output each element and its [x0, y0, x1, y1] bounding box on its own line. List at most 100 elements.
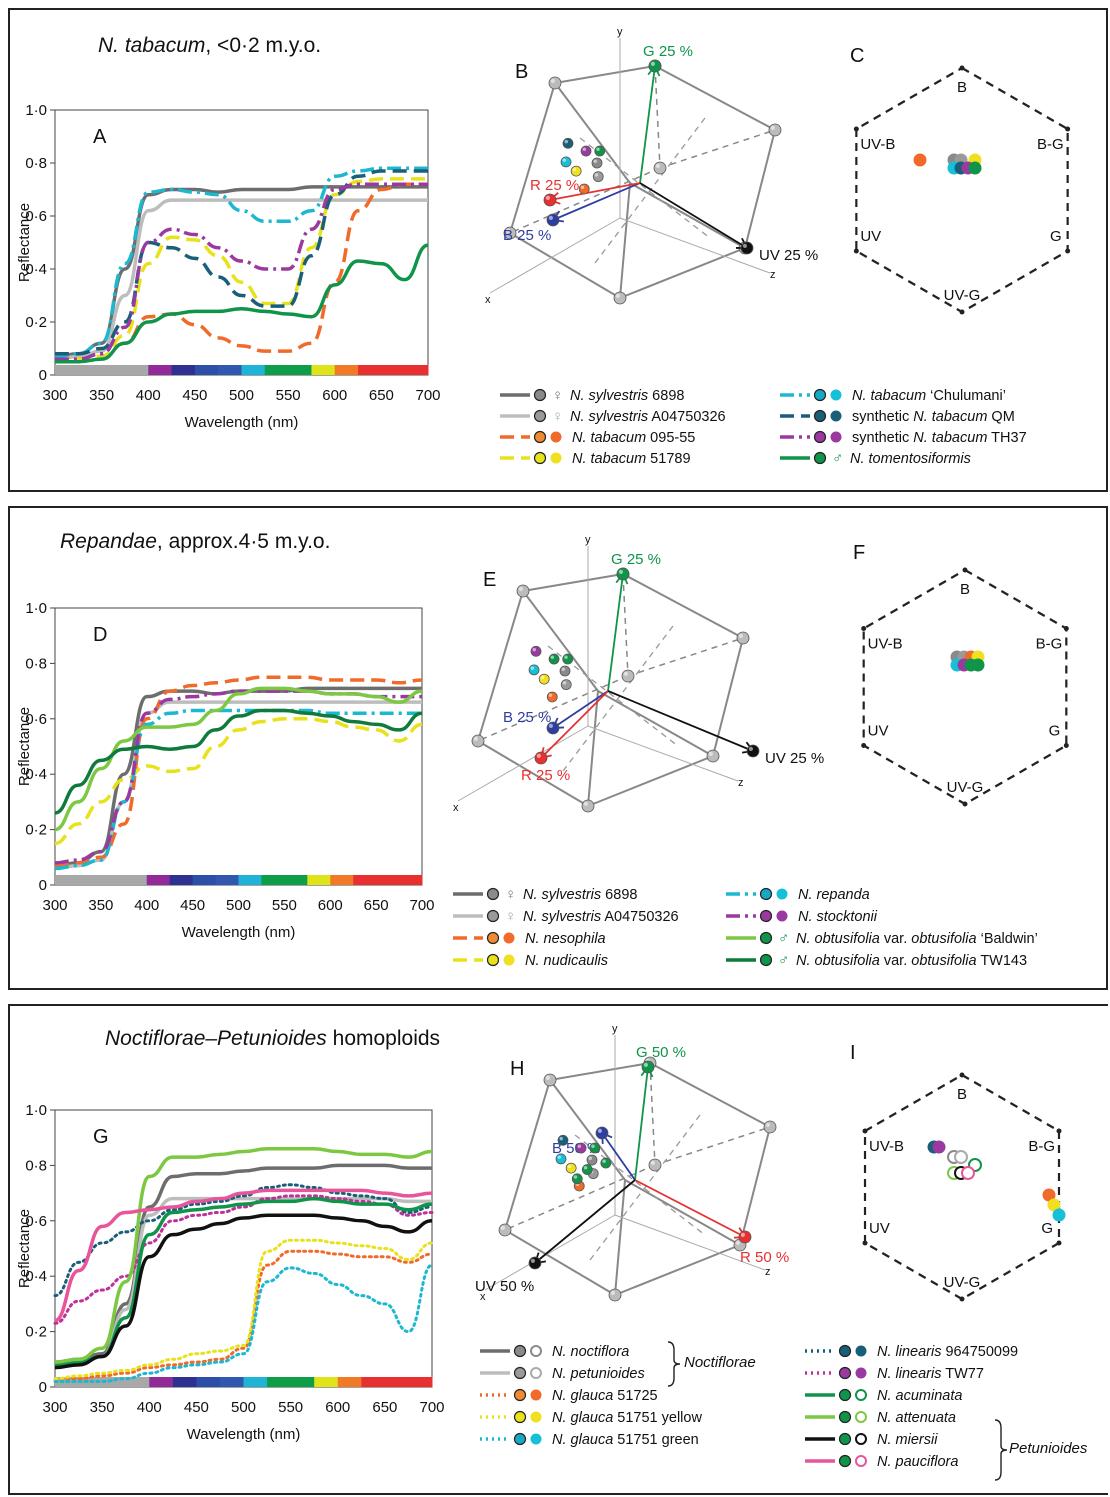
legend-entry-label-part-0: N. nesophila — [525, 931, 606, 947]
legend-sex-symbol: ♀ — [552, 408, 563, 425]
cube-tip-b-highlight — [597, 1128, 603, 1133]
legend-entry-label: N. stocktonii — [798, 909, 878, 925]
cube-vertex-highlight — [650, 1160, 656, 1165]
hexagon-vertex — [861, 743, 867, 748]
panel-title: Repandae, approx.4·5 m.y.o. — [60, 530, 330, 553]
hexagon-vertex — [962, 801, 968, 807]
y-tick-label: 0·4 — [25, 261, 47, 278]
spectrum-band-segment — [172, 1377, 197, 1387]
panel-letter-hex: I — [850, 1042, 856, 1064]
hex-data-point — [971, 658, 985, 672]
hexagon-vertex — [959, 309, 965, 315]
cube-edge — [509, 82, 556, 234]
cube-vertex — [516, 584, 530, 598]
spectrum-band-segment — [353, 875, 377, 885]
x-tick-label: 400 — [134, 897, 159, 914]
x-tick-label: 550 — [272, 897, 297, 914]
x-tick-label: 350 — [88, 897, 113, 914]
hexagon-outline — [855, 66, 1069, 314]
cube-tip-uv — [746, 744, 760, 758]
x-tick-label: 650 — [364, 897, 389, 914]
hex-data-point — [1052, 1208, 1066, 1222]
y-axis-letter: y — [585, 534, 591, 546]
x-tick-label: 300 — [42, 387, 67, 404]
x-tick-label: 500 — [226, 897, 251, 914]
hex-label-b: B — [957, 79, 967, 96]
series-line-4 — [55, 177, 428, 361]
spectrum-band-segment — [171, 365, 196, 375]
legend-entry-label-part-0: N. tabacum — [852, 388, 926, 404]
legend-entry-label-part-0: N. tabacum — [572, 451, 646, 467]
x-axis-letter: x — [485, 294, 491, 306]
series-line-6 — [53, 1183, 434, 1298]
legend-entry-label-part-1: 51751 yellow — [613, 1410, 702, 1426]
legend-dot — [533, 388, 547, 402]
legend-entry-label-part-1: 6898 — [601, 887, 637, 903]
legend-dot — [838, 1454, 852, 1468]
cube-data-point-highlight — [548, 693, 553, 697]
spectrum-band-segment — [337, 1377, 362, 1387]
y-tick-label: 0·8 — [25, 1157, 47, 1174]
cube-vertex — [608, 1288, 622, 1302]
cube-vertex — [763, 1120, 777, 1134]
cube-edge — [629, 182, 746, 249]
cube-label-g: G 25 % — [643, 43, 693, 60]
cube-vertex-highlight — [545, 1075, 551, 1080]
cube-arrow-uv — [639, 182, 748, 249]
spectrum-band-segment — [238, 875, 262, 885]
panel-bottom-frame — [8, 1004, 1108, 1495]
hex-label-uv: UV — [860, 228, 881, 245]
x-axis-label: Wavelength (nm) — [187, 1426, 301, 1443]
brace-noctiflorae — [667, 1341, 681, 1387]
series-line-5 — [54, 708, 422, 871]
legend-entry-label: N. tabacum 095-55 — [572, 430, 695, 446]
cube-vertex-highlight — [623, 671, 629, 677]
cube-edge-hidden — [504, 1164, 656, 1231]
cube-data-point — [559, 665, 571, 677]
legend-entry-label-part-0: N. sylvestris — [570, 388, 648, 404]
cube-data-point — [557, 1134, 569, 1146]
cube-tip-b-highlight — [548, 215, 554, 220]
legend-entry-label-part-0: N. glauca — [552, 1410, 613, 1426]
cube-inner-edge — [589, 1114, 701, 1261]
legend-sex-symbol: ♂ — [778, 930, 789, 947]
panel-letter-hex: C — [850, 45, 864, 67]
cube-edge — [654, 65, 776, 131]
cube-edge — [509, 232, 621, 299]
cube-label-b: B 25 % — [503, 709, 551, 726]
spectrum-band-segment — [77, 875, 102, 885]
legend-dot — [830, 410, 842, 422]
legend-entry-label: N. nudicaulis — [525, 953, 608, 969]
x-tick-label: 300 — [42, 1399, 67, 1416]
series-line-5 — [53, 1263, 434, 1383]
cube-vertex — [768, 123, 782, 137]
cube-vertex — [621, 669, 635, 683]
legend-entry-label-part-1: 51789 — [646, 451, 690, 467]
cube-vertex — [581, 799, 595, 813]
cube-data-point — [548, 653, 560, 665]
hex-label-g: G — [1041, 1220, 1053, 1237]
legend-dot — [838, 1344, 852, 1358]
cube-inner-edge — [594, 117, 706, 264]
x-tick-label: 350 — [89, 387, 114, 404]
spectrum-band-segment — [219, 1377, 244, 1387]
brace-label-noctiflorae: Noctiflorae — [684, 1354, 756, 1371]
series-line-5 — [54, 166, 428, 359]
legend-entry-label: N. sylvestris 6898 — [523, 887, 637, 903]
spectrum-band-segment — [149, 1377, 174, 1387]
y-tick-label: 0·2 — [25, 822, 47, 839]
hex-label-uvb: UV-B — [868, 636, 903, 653]
x-axis-line — [457, 725, 589, 802]
legend-entry-label-part-0: N. sylvestris — [523, 887, 601, 903]
y-tick-label: 1·0 — [25, 102, 47, 119]
cube-data-point — [562, 137, 574, 149]
legend-entry-label-part-0: N. attenuata — [877, 1410, 956, 1426]
spectrum-band-segment — [55, 365, 79, 375]
legend-dot — [838, 1366, 852, 1380]
y-tick-label: 0·8 — [25, 655, 47, 672]
legend-dot — [759, 909, 773, 923]
cube-tip-uv-highlight — [530, 1258, 536, 1263]
hex-label-g: G — [1049, 723, 1061, 740]
cube-edge — [614, 1179, 626, 1296]
hex-data-point — [968, 161, 982, 175]
